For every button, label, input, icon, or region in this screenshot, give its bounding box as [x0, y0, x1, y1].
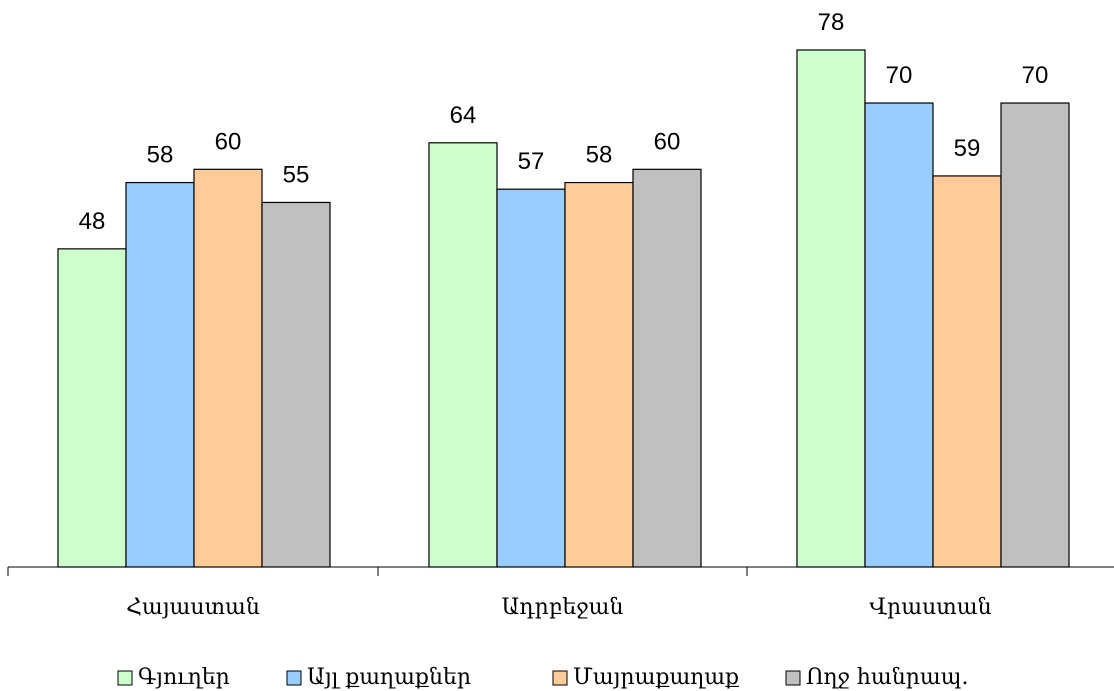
category-label-2: Վրաստան: [869, 595, 991, 620]
bars-group: [57, 49, 1070, 568]
data-label-0-2: 60: [215, 128, 242, 155]
bar-1-0: [428, 142, 498, 568]
legend-label-2: Մայրաքաղաք: [573, 665, 739, 690]
data-label-1-3: 60: [654, 128, 681, 155]
bar-0-0: [57, 248, 127, 568]
data-label-2-1: 70: [886, 62, 913, 89]
bar-1-3: [632, 168, 702, 568]
bar-1-1: [496, 188, 566, 568]
data-label-0-0: 48: [79, 208, 106, 235]
category-label-0: Հայաստան: [126, 595, 260, 620]
legend-swatch-1: [286, 670, 302, 686]
data-labels-group: 48 58 60 55 64 57 58 60 78 70 59 70: [79, 9, 1049, 235]
data-label-1-1: 57: [518, 148, 545, 175]
data-label-0-1: 58: [147, 142, 174, 169]
legend-swatch-2: [552, 670, 568, 686]
legend-swatch-0: [117, 670, 133, 686]
data-label-1-2: 58: [586, 142, 613, 169]
bar-2-2: [932, 175, 1002, 568]
legend: Գյուղեր Այլ քաղաքներ Մայրաքաղաք Ողջ հանրապ.: [117, 665, 968, 690]
legend-label-3: Ողջ հանրապ.: [806, 665, 968, 690]
data-label-0-3: 55: [283, 161, 310, 188]
bar-2-0: [796, 49, 866, 568]
data-label-2-0: 78: [818, 9, 845, 36]
bar-0-2: [193, 168, 263, 568]
legend-label-1: Այլ քաղաքներ: [307, 665, 471, 690]
bar-1-2: [564, 181, 634, 568]
x-axis: Հայաստան Ադրբեջան Վրաստան: [7, 566, 1114, 620]
category-label-1: Ադրբեջան: [502, 595, 624, 620]
data-label-2-2: 59: [954, 135, 981, 162]
data-label-2-3: 70: [1022, 62, 1049, 89]
legend-label-0: Գյուղեր: [138, 665, 230, 690]
data-label-1-0: 64: [450, 102, 477, 129]
bar-0-1: [125, 181, 195, 568]
legend-swatch-3: [785, 670, 801, 686]
bar-2-1: [864, 102, 934, 568]
bar-2-3: [1000, 102, 1070, 568]
bar-0-3: [261, 201, 331, 568]
